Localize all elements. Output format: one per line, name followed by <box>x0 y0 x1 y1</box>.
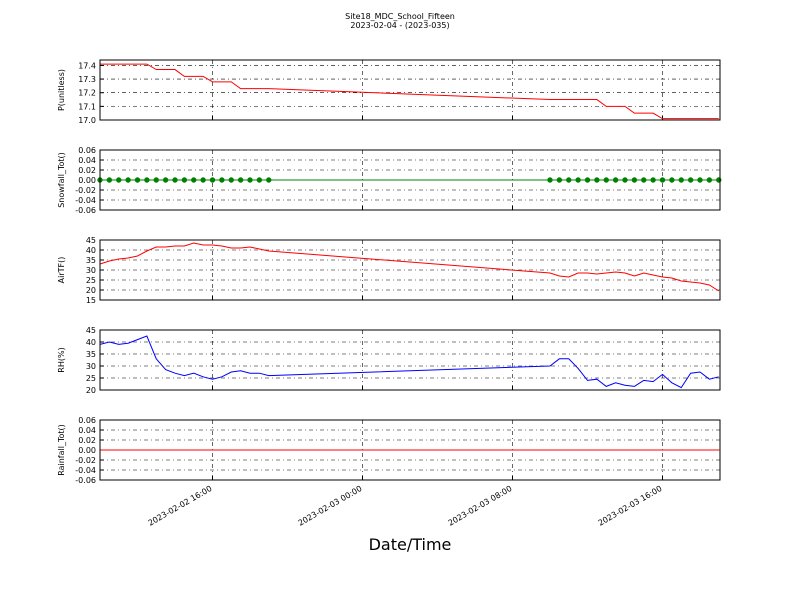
y-tick-label: 17.2 <box>78 89 96 98</box>
data-point <box>181 177 188 183</box>
y-tick-label: 25 <box>86 276 96 285</box>
data-point <box>631 177 638 183</box>
y-tick-label: 17.0 <box>78 116 96 125</box>
data-line <box>99 335 719 389</box>
y-axis-label: Rainfall_Tot() <box>57 424 66 476</box>
x-tick-label: 2023-02-03 16:00 <box>597 484 664 528</box>
data-point <box>697 177 703 183</box>
data-point <box>106 177 113 183</box>
y-tick-label: -0.02 <box>75 456 96 465</box>
y-tick-label: 20 <box>86 286 96 295</box>
y-tick-label: 25 <box>86 374 96 383</box>
y-tick-label: 40 <box>86 246 96 255</box>
data-point <box>191 177 197 183</box>
data-point <box>556 177 563 183</box>
y-tick-label: 35 <box>86 256 96 265</box>
data-point <box>219 177 225 183</box>
data-point <box>200 177 206 183</box>
y-tick-label: 0.00 <box>78 176 96 185</box>
chart-title: Site18_MDC_School_Fifteen <box>345 12 455 21</box>
y-tick-label: 30 <box>86 266 96 275</box>
y-tick-label: -0.06 <box>75 206 96 215</box>
data-point <box>116 177 122 183</box>
data-point <box>603 177 609 183</box>
plot-frame <box>99 59 721 121</box>
data-point <box>659 177 666 183</box>
data-point <box>209 177 216 183</box>
y-tick-label: 17.1 <box>78 102 96 111</box>
data-line <box>100 63 719 120</box>
x-tick-label: 2023-02-03 08:00 <box>447 484 514 528</box>
x-axis-label: Date/Time <box>369 535 452 554</box>
y-tick-label: 0.04 <box>78 426 96 435</box>
data-point <box>256 177 263 183</box>
data-point <box>125 177 131 183</box>
y-tick-label: 0.02 <box>78 166 96 175</box>
data-point <box>162 177 169 183</box>
data-point <box>547 177 553 183</box>
x-tick-label: 2023-02-02 16:00 <box>147 484 214 528</box>
data-point <box>622 177 628 183</box>
data-point <box>669 177 675 183</box>
data-point <box>650 177 656 183</box>
chart-subtitle: 2023-02-04 - (2023-035) <box>350 21 449 30</box>
data-point <box>237 177 244 183</box>
data-line <box>99 242 720 292</box>
plot-frame <box>99 419 721 481</box>
y-tick-label: -0.04 <box>75 196 96 205</box>
y-axis-label: RH(%) <box>57 347 66 372</box>
y-tick-label: 45 <box>86 236 96 245</box>
data-point <box>706 177 713 183</box>
y-tick-label: 17.3 <box>78 75 96 84</box>
y-tick-label: 40 <box>86 338 96 347</box>
y-tick-label: -0.02 <box>75 186 96 195</box>
y-tick-label: 0.06 <box>78 146 96 155</box>
data-point <box>144 177 150 183</box>
y-tick-label: 17.4 <box>78 61 96 70</box>
y-tick-label: 45 <box>86 326 96 335</box>
data-point <box>678 177 684 183</box>
data-point <box>228 177 234 183</box>
data-point <box>153 177 159 183</box>
data-point <box>594 177 600 183</box>
y-tick-label: 35 <box>86 350 96 359</box>
y-tick-label: 0.04 <box>78 156 96 165</box>
data-point <box>584 177 591 183</box>
y-tick-label: 30 <box>86 362 96 371</box>
y-tick-label: 0.00 <box>78 446 96 455</box>
data-point <box>566 177 572 183</box>
data-point <box>612 177 619 183</box>
y-tick-label: 20 <box>86 386 96 395</box>
y-tick-label: 15 <box>86 296 96 305</box>
data-point <box>575 177 581 183</box>
y-axis-label: AirTF() <box>57 257 66 284</box>
plot-frame <box>99 329 721 391</box>
data-point <box>687 177 694 183</box>
y-tick-label: -0.04 <box>75 466 96 475</box>
data-point <box>641 177 647 183</box>
data-point <box>134 177 141 183</box>
data-point <box>266 177 272 183</box>
y-tick-label: 0.06 <box>78 416 96 425</box>
y-axis-label: P(unitless) <box>57 69 66 111</box>
x-tick-label: 2023-02-03 00:00 <box>297 484 364 528</box>
data-point <box>247 177 253 183</box>
y-tick-label: -0.06 <box>75 476 96 485</box>
y-tick-label: 0.02 <box>78 436 96 445</box>
plot-frame <box>99 239 721 301</box>
y-axis-label: Snowfall_Tot() <box>57 152 66 208</box>
plot-frame <box>99 149 721 211</box>
data-point <box>172 177 178 183</box>
